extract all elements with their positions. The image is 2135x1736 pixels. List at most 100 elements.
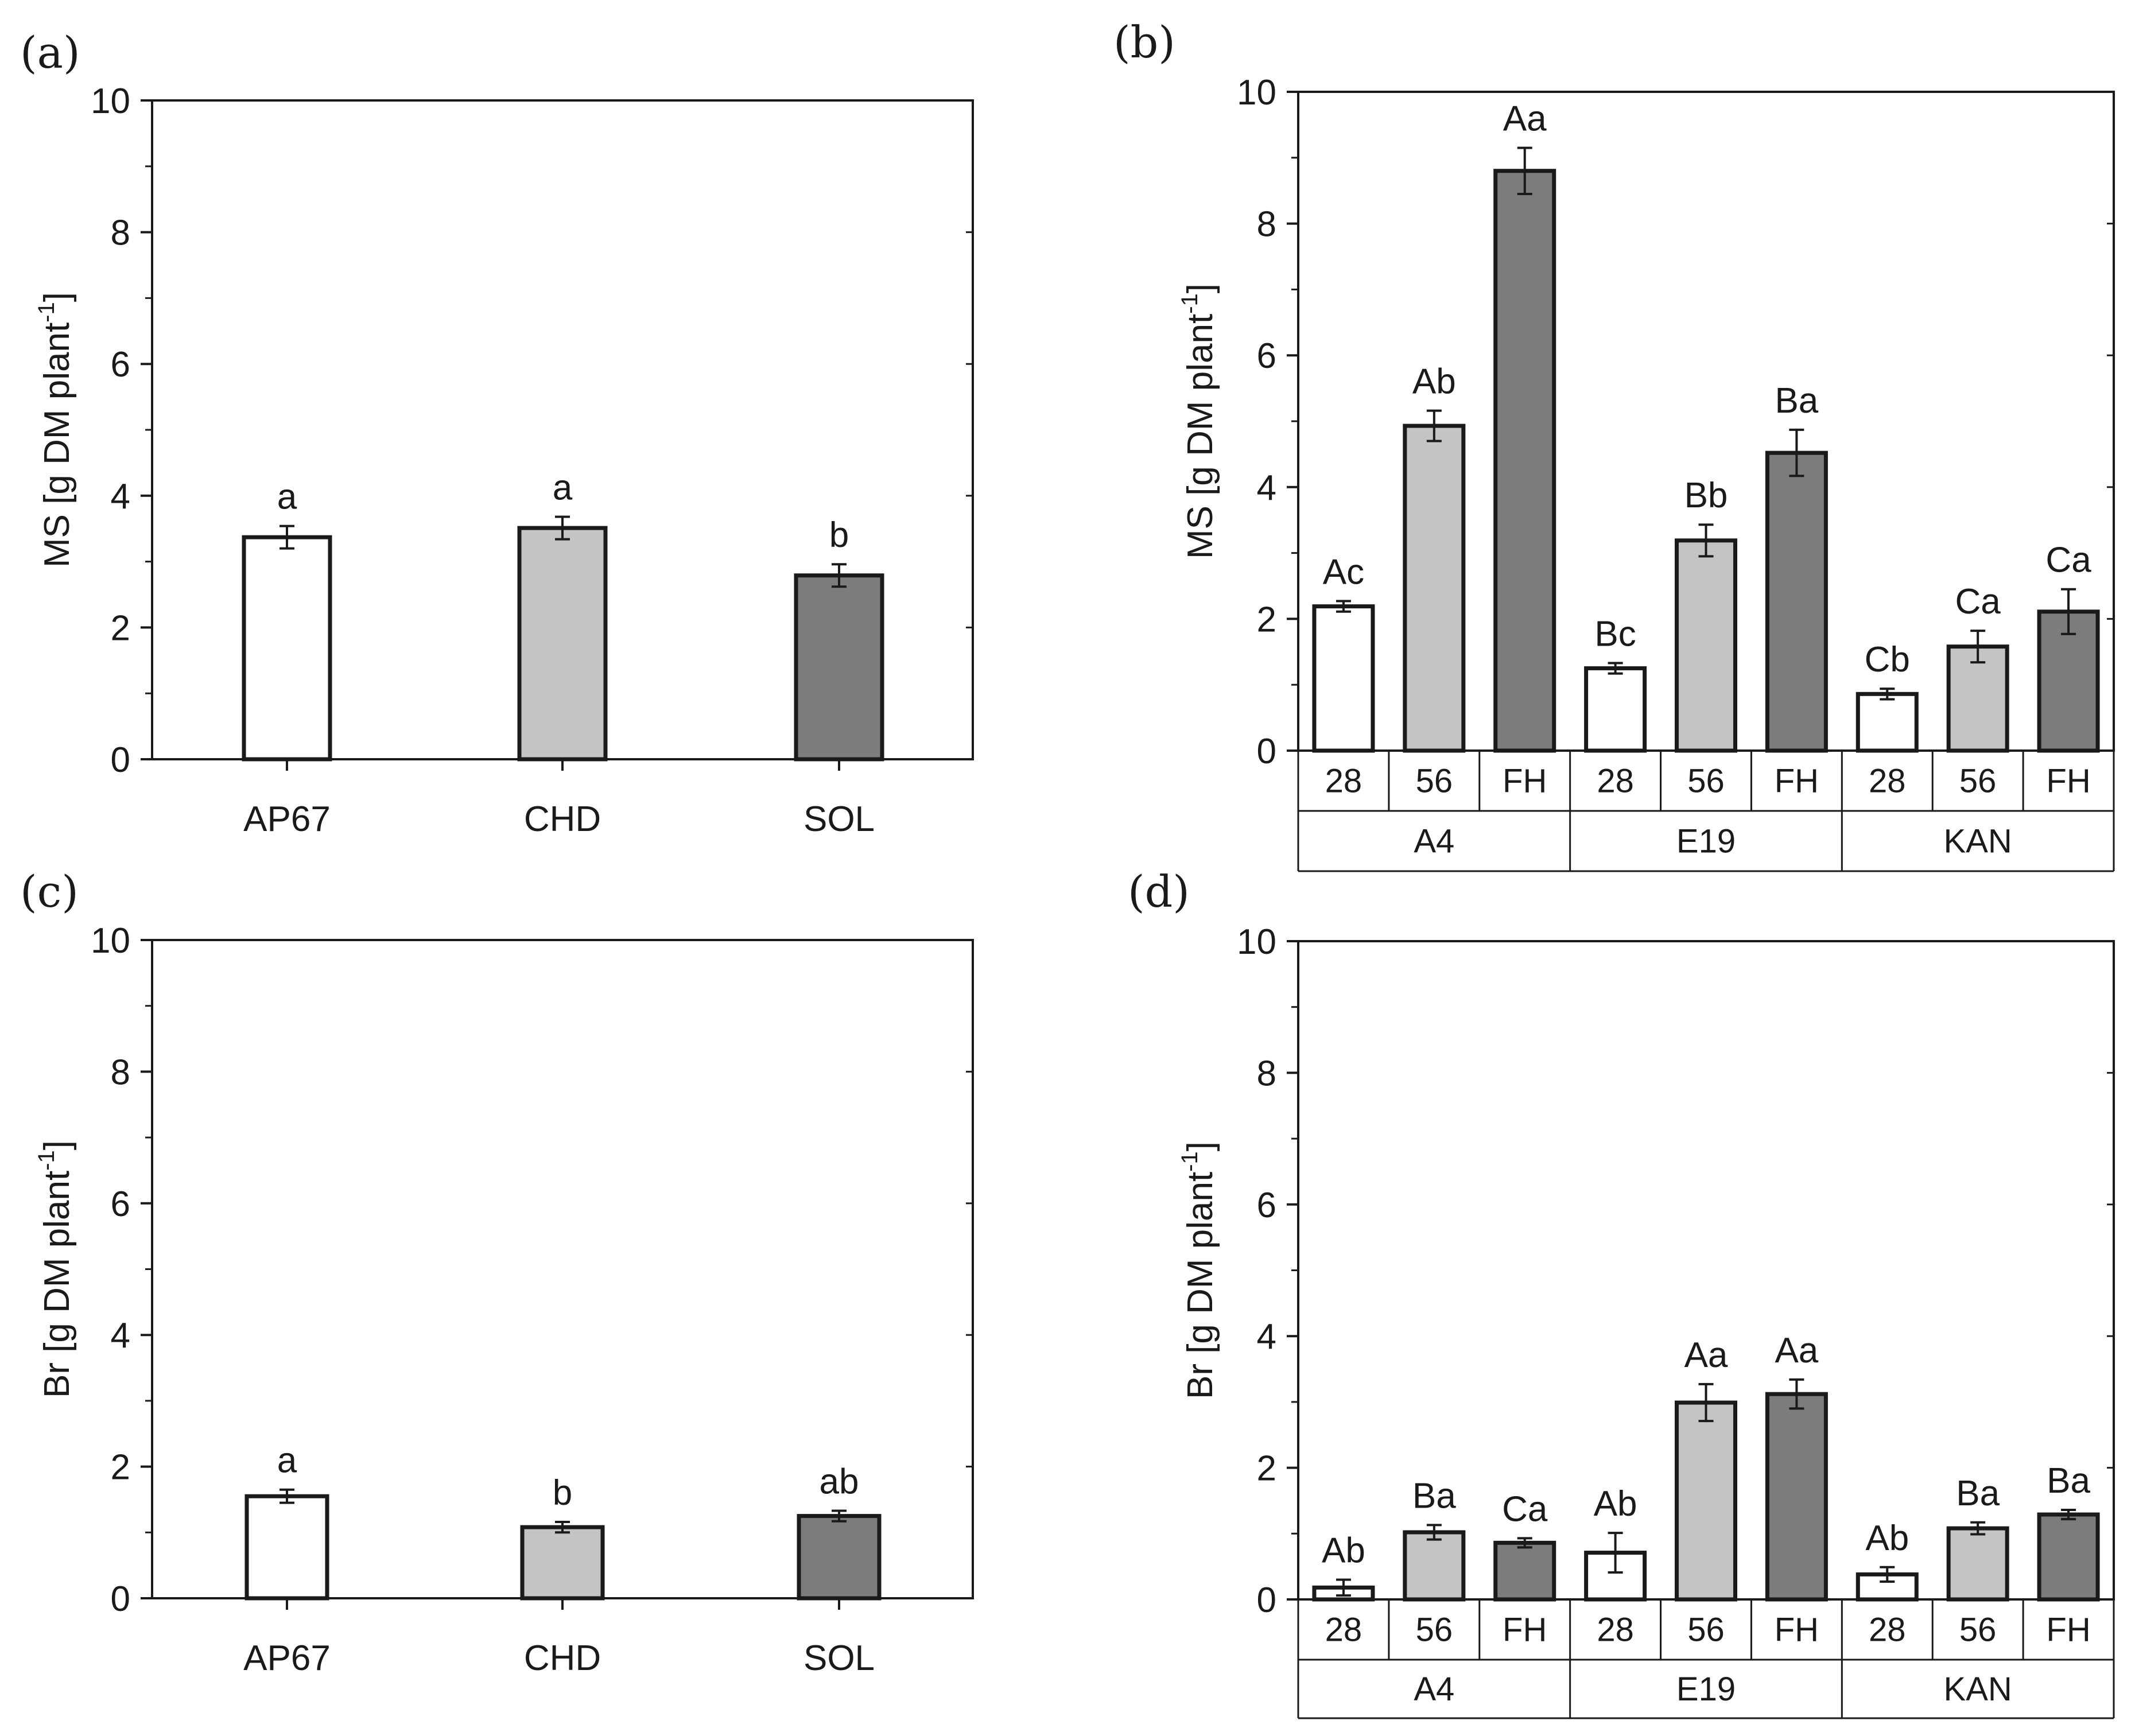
bar (1855, 692, 1919, 753)
y-axis-title-sup: -1 (34, 1150, 59, 1171)
x-group-label: A4 (1414, 1671, 1454, 1708)
bar (517, 526, 608, 762)
y-axis-title-main: MS [g DM plant (37, 323, 77, 568)
panel-d: (d) 0 2 4 6 8 10 Br [g DM plant-1] Ab 28 Ba 56 Ca FH A… (1128, 866, 2115, 1719)
bar (1765, 1392, 1828, 1602)
y-tick-label: 4 (111, 477, 130, 516)
x-sub-label: FH (1775, 763, 1819, 800)
significance-label: Ac (1323, 552, 1364, 592)
y-tick-label: 4 (1257, 1317, 1276, 1357)
y-axis-title: Br [g DM plant-1] (1177, 1141, 1220, 1399)
x-sub-label: 56 (1959, 1611, 1997, 1649)
y-axis-title-close: ] (37, 1140, 77, 1150)
y-axis-title-main: MS [g DM plant (1181, 314, 1220, 559)
bar (2037, 1512, 2100, 1602)
bar (1493, 169, 1556, 753)
x-sub-label: FH (1503, 1611, 1547, 1649)
x-sub-label: 28 (1597, 763, 1634, 800)
x-sub-label: 56 (1416, 763, 1453, 800)
y-tick-label: 2 (111, 608, 130, 648)
y-axis-title-sup: -1 (1177, 293, 1202, 314)
significance-label: Aa (1775, 1331, 1818, 1370)
x-sub-label: 28 (1325, 763, 1362, 800)
panel-b: (b) 0 2 4 6 8 10 MS [g DM plant-1] Ac 28 Ab 56 Aa FH A… (1113, 17, 2115, 872)
y-tick-label: 6 (111, 345, 130, 385)
x-sub-label: 56 (1959, 763, 1997, 800)
bar (1946, 1526, 2009, 1602)
x-group-label: E19 (1676, 823, 1736, 860)
significance-label: Ab (1865, 1518, 1909, 1558)
y-axis-title-close: ] (1181, 283, 1220, 293)
y-axis-title-sup: -1 (34, 302, 59, 323)
y-axis-title-text: Br [g DM plant-1] (34, 1140, 77, 1398)
significance-label: a (553, 468, 573, 508)
x-sub-label: FH (1775, 1611, 1819, 1649)
panel-c: (c) 0 2 4 6 8 10 Br [g DM plant-1] a AP67 b CHD ab SO… (20, 866, 974, 1678)
y-tick-label: 0 (111, 740, 130, 780)
panel-a: (a) 0 2 4 6 8 10 MS [g DM plant-1] a AP67 a CHD b SOL (20, 27, 974, 839)
y-axis-title-main: Br [g DM plant (37, 1171, 77, 1398)
bar (1493, 1540, 1556, 1602)
significance-label: Ba (1412, 1476, 1456, 1516)
bar (1403, 1530, 1466, 1602)
significance-label: Cb (1865, 640, 1910, 679)
y-tick-label: 0 (1257, 1580, 1276, 1620)
significance-label: Ab (1412, 362, 1456, 402)
y-tick-label: 2 (111, 1448, 130, 1488)
bar (1946, 644, 2009, 753)
x-category-label: CHD (524, 799, 601, 839)
significance-label: Ab (1322, 1531, 1365, 1571)
x-category-label: AP67 (243, 1638, 331, 1678)
y-tick-label: 10 (1237, 73, 1276, 112)
significance-label: Bc (1594, 614, 1636, 654)
panel-label: (b) (1113, 17, 1175, 68)
x-sub-label: 28 (1869, 763, 1906, 800)
significance-label: Aa (1684, 1335, 1728, 1375)
significance-label: Ba (1956, 1474, 2000, 1513)
bar (242, 535, 332, 762)
x-category-label: SOL (803, 799, 875, 839)
significance-label: b (553, 1473, 572, 1513)
significance-label: Ca (1955, 582, 2001, 622)
bar (1675, 538, 1737, 753)
x-group-label: E19 (1676, 1671, 1736, 1708)
significance-label: b (829, 515, 849, 555)
significance-label: Ca (2045, 541, 2091, 580)
y-axis-title-close: ] (37, 292, 77, 302)
significance-label: Bb (1684, 476, 1728, 515)
significance-label: ab (820, 1462, 859, 1501)
significance-label: Ab (1594, 1484, 1637, 1524)
significance-label: Ca (1502, 1489, 1548, 1529)
y-tick-label: 4 (1257, 468, 1276, 508)
y-axis-title-main: Br [g DM plant (1181, 1172, 1220, 1399)
y-tick-label: 10 (91, 81, 130, 121)
x-group-label: A4 (1414, 823, 1454, 860)
x-group-label: KAN (1944, 1671, 2012, 1708)
significance-label: Aa (1503, 99, 1547, 139)
y-tick-label: 10 (1237, 922, 1276, 962)
y-axis-title-sup: -1 (1177, 1151, 1202, 1172)
y-axis-title: Br [g DM plant-1] (34, 1140, 77, 1398)
x-sub-label: 56 (1687, 763, 1725, 800)
y-tick-label: 8 (111, 1053, 130, 1092)
x-category-label: CHD (524, 1638, 601, 1678)
y-axis-title: MS [g DM plant-1] (34, 292, 77, 568)
significance-label: a (277, 1441, 297, 1481)
significance-label: Ba (2047, 1461, 2090, 1501)
panel-label: (a) (20, 27, 80, 78)
significance-label: Ba (1775, 381, 1818, 421)
bar (1765, 450, 1828, 753)
y-tick-label: 0 (1257, 732, 1276, 771)
bar (520, 1525, 605, 1601)
y-tick-label: 4 (111, 1316, 130, 1356)
x-sub-label: FH (2046, 1611, 2090, 1649)
x-sub-label: 56 (1687, 1611, 1725, 1649)
y-tick-label: 6 (1257, 1186, 1276, 1225)
x-sub-label: FH (2046, 763, 2090, 800)
panel-label: (c) (20, 866, 79, 917)
y-axis-title-text: MS [g DM plant-1] (34, 292, 77, 568)
x-sub-label: 28 (1869, 1611, 1906, 1649)
y-axis-title: MS [g DM plant-1] (1177, 283, 1220, 559)
bar (1584, 666, 1647, 753)
y-axis-title-text: MS [g DM plant-1] (1177, 283, 1220, 559)
